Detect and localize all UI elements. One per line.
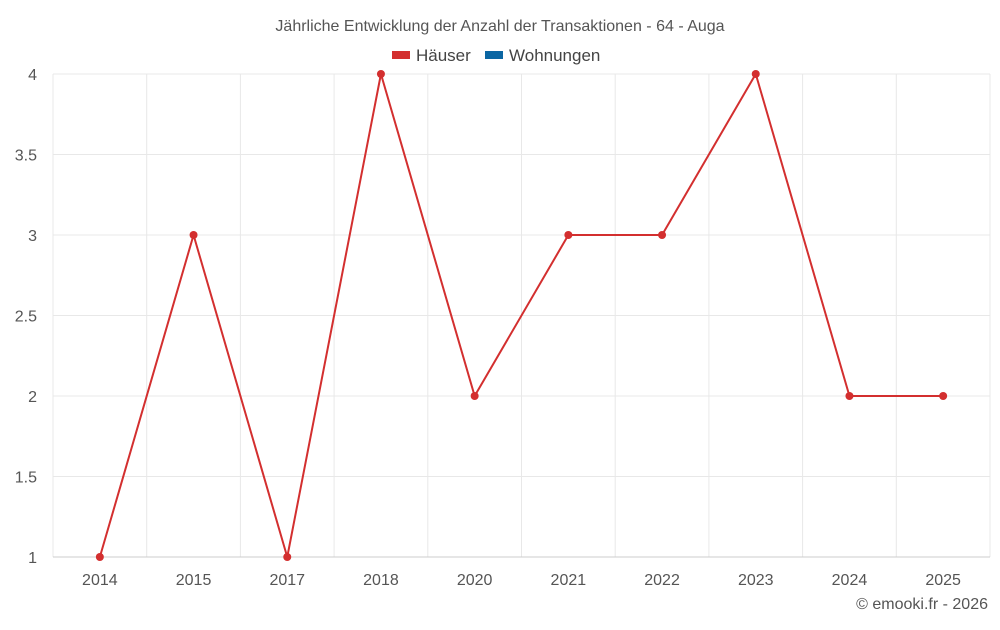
data-point-haeuser[interactable] [470, 392, 479, 400]
data-point-haeuser[interactable] [95, 553, 104, 561]
x-tick-label: 2022 [644, 572, 680, 589]
x-tick-label: 2021 [551, 572, 587, 589]
x-axis: 2014 2015 2017 2018 2020 2021 2022 2023 2024 2025 [82, 572, 961, 589]
x-tick-label: 2014 [82, 572, 118, 589]
chart-title: Jährliche Entwicklung der Anzahl der Tra… [275, 18, 724, 35]
x-tick-label: 2025 [925, 572, 961, 589]
x-tick-label: 2024 [832, 572, 868, 589]
legend-swatch-wohnungen [485, 51, 503, 59]
y-axis: 1 1.5 2 2.5 3 3.5 4 [15, 67, 37, 567]
legend-item-haeuser[interactable]: Häuser [392, 46, 471, 65]
x-tick-label: 2015 [176, 572, 212, 589]
y-tick-label: 4 [28, 67, 37, 84]
legend-swatch-haeuser [392, 51, 410, 59]
data-point-haeuser[interactable] [376, 70, 385, 78]
y-tick-label: 1.5 [15, 470, 37, 487]
y-tick-label: 3.5 [15, 148, 37, 165]
x-tick-label: 2018 [363, 572, 399, 589]
data-point-haeuser[interactable] [939, 392, 948, 400]
legend-label-wohnungen: Wohnungen [509, 46, 600, 65]
data-point-haeuser[interactable] [845, 392, 854, 400]
legend-item-wohnungen[interactable]: Wohnungen [485, 46, 600, 65]
x-tick-label: 2017 [269, 572, 305, 589]
y-tick-label: 3 [28, 228, 37, 245]
data-point-haeuser[interactable] [658, 231, 667, 239]
series-haeuser [95, 70, 948, 561]
series-line-haeuser [98, 73, 944, 558]
legend-label-haeuser: Häuser [416, 46, 471, 65]
y-tick-label: 1 [28, 550, 37, 567]
credit-text: © emooki.fr - 2026 [856, 596, 988, 613]
data-point-haeuser[interactable] [751, 70, 760, 78]
y-tick-label: 2 [28, 389, 37, 406]
x-tick-label: 2020 [457, 572, 493, 589]
legend: Häuser Wohnungen [392, 46, 600, 65]
y-tick-label: 2.5 [15, 309, 37, 326]
data-point-haeuser[interactable] [564, 231, 573, 239]
grid [52, 73, 991, 558]
x-tick-label: 2023 [738, 572, 774, 589]
data-point-haeuser[interactable] [283, 553, 292, 561]
data-point-haeuser[interactable] [189, 231, 198, 239]
